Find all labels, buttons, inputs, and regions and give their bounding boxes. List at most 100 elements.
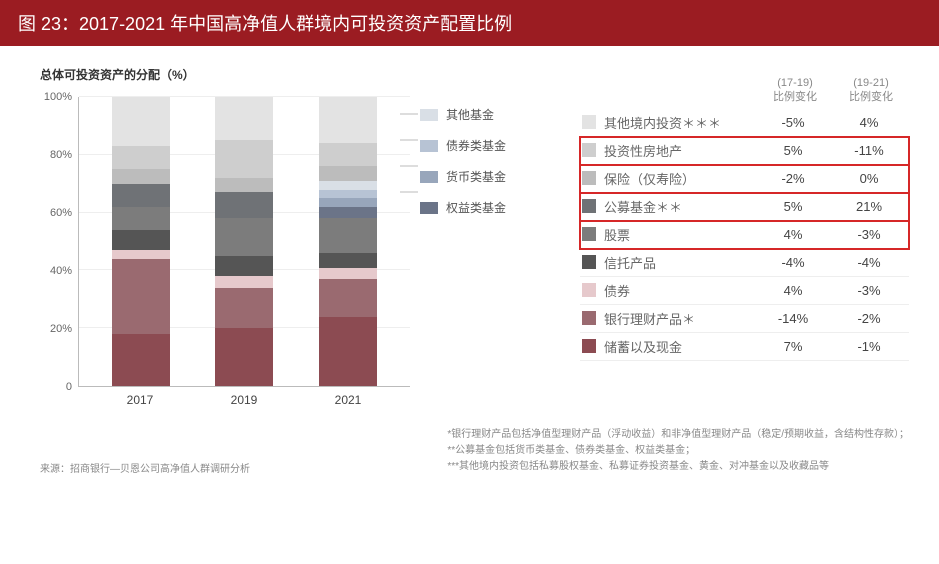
bar-segment [319, 198, 377, 207]
row-value-1: -5% [755, 115, 831, 130]
bar-segment [112, 259, 170, 334]
legend-swatch [420, 171, 438, 183]
stacked-bar-chart: 020%40%60%80%100% [40, 97, 410, 387]
row-value-2: -1% [831, 339, 907, 354]
row-swatch [582, 311, 596, 325]
x-tick: 2017 [111, 393, 169, 407]
row-value-2: -3% [831, 283, 907, 298]
bar-2019 [215, 97, 273, 386]
row-swatch [582, 283, 596, 297]
legend-swatch [420, 140, 438, 152]
row-value-1: 5% [755, 143, 831, 158]
legend-label: 债券类基金 [446, 137, 506, 154]
table-row: 储蓄以及现金7%-1% [580, 333, 909, 361]
figure-title: 图 23：2017-2021 年中国高净值人群境内可投资资产配置比例 [18, 10, 512, 36]
legend-label: 其他基金 [446, 106, 494, 123]
table-body: 其他境内投资＊＊＊-5%4%投资性房地产5%-11%保险（仅寿险）-2%0%公募… [580, 109, 909, 361]
row-value-1: 4% [755, 227, 831, 242]
bar-segment [319, 97, 377, 143]
content-row: 总体可投资资产的分配（%） 020%40%60%80%100% 20172019… [0, 46, 939, 417]
row-value-1: -2% [755, 171, 831, 186]
bar-segment [319, 253, 377, 267]
row-value-2: 21% [831, 199, 907, 214]
table-row: 保险（仅寿险）-2%0% [580, 165, 909, 193]
y-tick: 60% [50, 207, 72, 219]
bar-segment [112, 250, 170, 259]
row-value-1: -4% [755, 255, 831, 270]
table-row: 股票4%-3% [580, 221, 909, 249]
bar-segment [319, 143, 377, 166]
bar-segment [215, 276, 273, 288]
bar-segment [112, 334, 170, 386]
table-row: 债券4%-3% [580, 277, 909, 305]
table-row: 信托产品-4%-4% [580, 249, 909, 277]
header-col-19-21: (19-21) 比例变化 [833, 76, 909, 105]
row-value-1: 4% [755, 283, 831, 298]
x-tick: 2019 [215, 393, 273, 407]
table-row: 银行理财产品＊-14%-2% [580, 305, 909, 333]
bar-segment [319, 218, 377, 253]
footnote-list: *银行理财产品包括净值型理财产品（浮动收益）和非净值型理财产品（稳定/预期收益，… [447, 427, 909, 475]
row-name: 公募基金＊＊ [604, 197, 755, 216]
row-name: 信托产品 [604, 253, 755, 272]
footnote-line: **公募基金包括货币类基金、债券类基金、权益类基金； [447, 443, 909, 459]
row-name: 储蓄以及现金 [604, 337, 755, 356]
bar-segment [112, 184, 170, 207]
header-col-17-19: (17-19) 比例变化 [757, 76, 833, 105]
bar-segment [319, 166, 377, 180]
bar-2021 [319, 97, 377, 386]
y-tick: 100% [44, 91, 72, 103]
row-name: 银行理财产品＊ [604, 309, 755, 328]
bar-segment [319, 279, 377, 317]
fund-legend-item: 权益类基金 [420, 199, 570, 216]
legend-label: 货币类基金 [446, 168, 506, 185]
row-value-2: -4% [831, 255, 907, 270]
bar-segment [215, 288, 273, 328]
y-tick: 0 [66, 381, 72, 393]
row-value-2: -2% [831, 311, 907, 326]
row-name: 股票 [604, 225, 755, 244]
bar-segment [215, 178, 273, 192]
bar-segment [215, 140, 273, 178]
plot-area [78, 97, 410, 387]
footnotes-row: 来源：招商银行—贝恩公司高净值人群调研分析 *银行理财产品包括净值型理财产品（浮… [0, 417, 939, 485]
y-tick: 40% [50, 265, 72, 277]
chart-subtitle: 总体可投资资产的分配（%） [40, 66, 410, 83]
fund-legend-item: 货币类基金 [420, 168, 570, 185]
bar-segment [112, 146, 170, 169]
bar-segment [215, 97, 273, 140]
footnote-line: ***其他境内投资包括私募股权基金、私募证券投资基金、黄金、对冲基金以及收藏品等 [447, 459, 909, 475]
table-header: (17-19) 比例变化 (19-21) 比例变化 [580, 76, 909, 109]
legend-swatch [420, 109, 438, 121]
chart-area: 总体可投资资产的分配（%） 020%40%60%80%100% 20172019… [40, 66, 410, 407]
row-swatch [582, 255, 596, 269]
y-tick: 20% [50, 323, 72, 335]
figure-container: 图 23：2017-2021 年中国高净值人群境内可投资资产配置比例 总体可投资… [0, 0, 939, 485]
table-row: 其他境内投资＊＊＊-5%4% [580, 109, 909, 137]
footnote-line: *银行理财产品包括净值型理财产品（浮动收益）和非净值型理财产品（稳定/预期收益，… [447, 427, 909, 443]
row-swatch [582, 171, 596, 185]
legend-swatch [420, 202, 438, 214]
row-swatch [582, 199, 596, 213]
change-table: (17-19) 比例变化 (19-21) 比例变化 其他境内投资＊＊＊-5%4%… [580, 66, 909, 407]
x-tick: 2021 [319, 393, 377, 407]
bar-segment [319, 181, 377, 190]
fund-legend-item: 债券类基金 [420, 137, 570, 154]
row-name: 债券 [604, 281, 755, 300]
table-row: 投资性房地产5%-11% [580, 137, 909, 165]
bar-segment [319, 268, 377, 280]
bar-segment [112, 169, 170, 183]
bar-segment [215, 328, 273, 386]
bar-segment [215, 256, 273, 276]
y-axis: 020%40%60%80%100% [40, 97, 78, 387]
fund-breakdown-legend: 其他基金债券类基金货币类基金权益类基金 [420, 66, 570, 407]
bar-segment [319, 190, 377, 199]
source-label: 来源：招商银行—贝恩公司高净值人群调研分析 [40, 460, 250, 475]
row-name: 保险（仅寿险） [604, 169, 755, 188]
fund-legend-item: 其他基金 [420, 106, 570, 123]
row-swatch [582, 227, 596, 241]
row-swatch [582, 115, 596, 129]
bar-segment [112, 230, 170, 250]
bar-segment [215, 218, 273, 256]
table-row: 公募基金＊＊5%21% [580, 193, 909, 221]
